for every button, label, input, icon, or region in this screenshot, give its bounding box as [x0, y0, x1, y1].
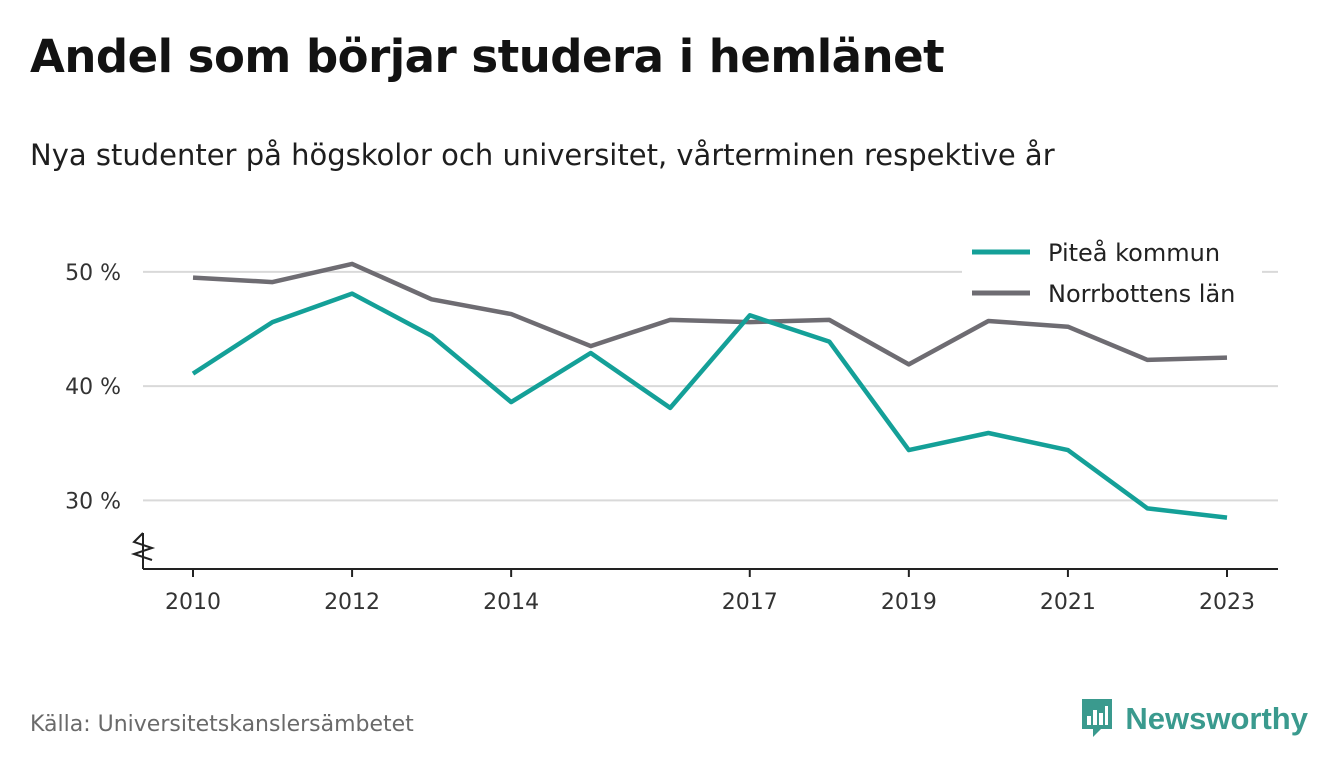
series-line-piteå-kommun	[191, 291, 1228, 520]
newsworthy-logo-icon	[1079, 696, 1115, 742]
axes: 30 % 40 % 50 % 2010 2012 2014 2017 2019 2021 2023	[65, 261, 1278, 615]
chart-title: Andel som börjar studera i hemlänet	[30, 30, 945, 83]
x-tick-label: 2017	[722, 590, 778, 615]
source-note: Källa: Universitetskanslersämbetet	[30, 712, 414, 737]
brand-name: Newsworthy	[1125, 701, 1308, 736]
brand-logo: Newsworthy	[1079, 696, 1308, 742]
x-tick-label: 2023	[1199, 590, 1255, 615]
line-chart: 30 % 40 % 50 % 2010 2012 2014 2017 2019 2021 2023…	[65, 232, 1278, 615]
legend-label: Piteå kommun	[1048, 238, 1220, 267]
y-tick-label: 40 %	[65, 375, 121, 400]
chart-subtitle: Nya studenter på högskolor och universit…	[30, 138, 1055, 172]
x-tick-label: 2010	[165, 590, 221, 615]
axis-break-icon	[130, 532, 156, 561]
x-tick-label: 2012	[324, 590, 380, 615]
series-lines	[191, 261, 1228, 520]
legend-background	[962, 232, 1262, 317]
x-tick-label: 2014	[483, 590, 539, 615]
y-tick-label: 30 %	[65, 489, 121, 514]
x-tick-label: 2019	[881, 590, 937, 615]
y-tick-label: 50 %	[65, 261, 121, 286]
x-tick-label: 2021	[1040, 590, 1096, 615]
series-line-norrbottens-län	[192, 261, 1228, 367]
legend-label: Norrbottens län	[1048, 280, 1235, 308]
legend: Piteå kommun Norrbottens län	[962, 232, 1262, 317]
